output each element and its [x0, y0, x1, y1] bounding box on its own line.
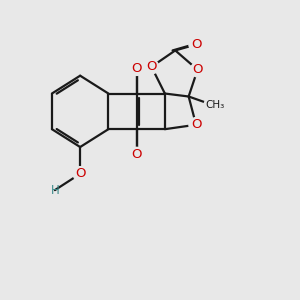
Circle shape — [204, 96, 224, 115]
Text: O: O — [192, 63, 203, 76]
Circle shape — [130, 147, 144, 162]
Text: H: H — [50, 184, 59, 196]
Circle shape — [189, 38, 203, 52]
Circle shape — [190, 63, 205, 77]
Circle shape — [189, 118, 203, 132]
Text: CH₃: CH₃ — [206, 100, 225, 110]
Circle shape — [144, 60, 159, 74]
Circle shape — [130, 61, 144, 75]
Text: O: O — [146, 60, 157, 73]
Text: O: O — [191, 118, 201, 131]
Text: O: O — [75, 167, 86, 180]
Text: O: O — [131, 62, 142, 75]
Text: O: O — [131, 148, 142, 161]
Circle shape — [73, 167, 87, 181]
Text: O: O — [191, 38, 201, 51]
